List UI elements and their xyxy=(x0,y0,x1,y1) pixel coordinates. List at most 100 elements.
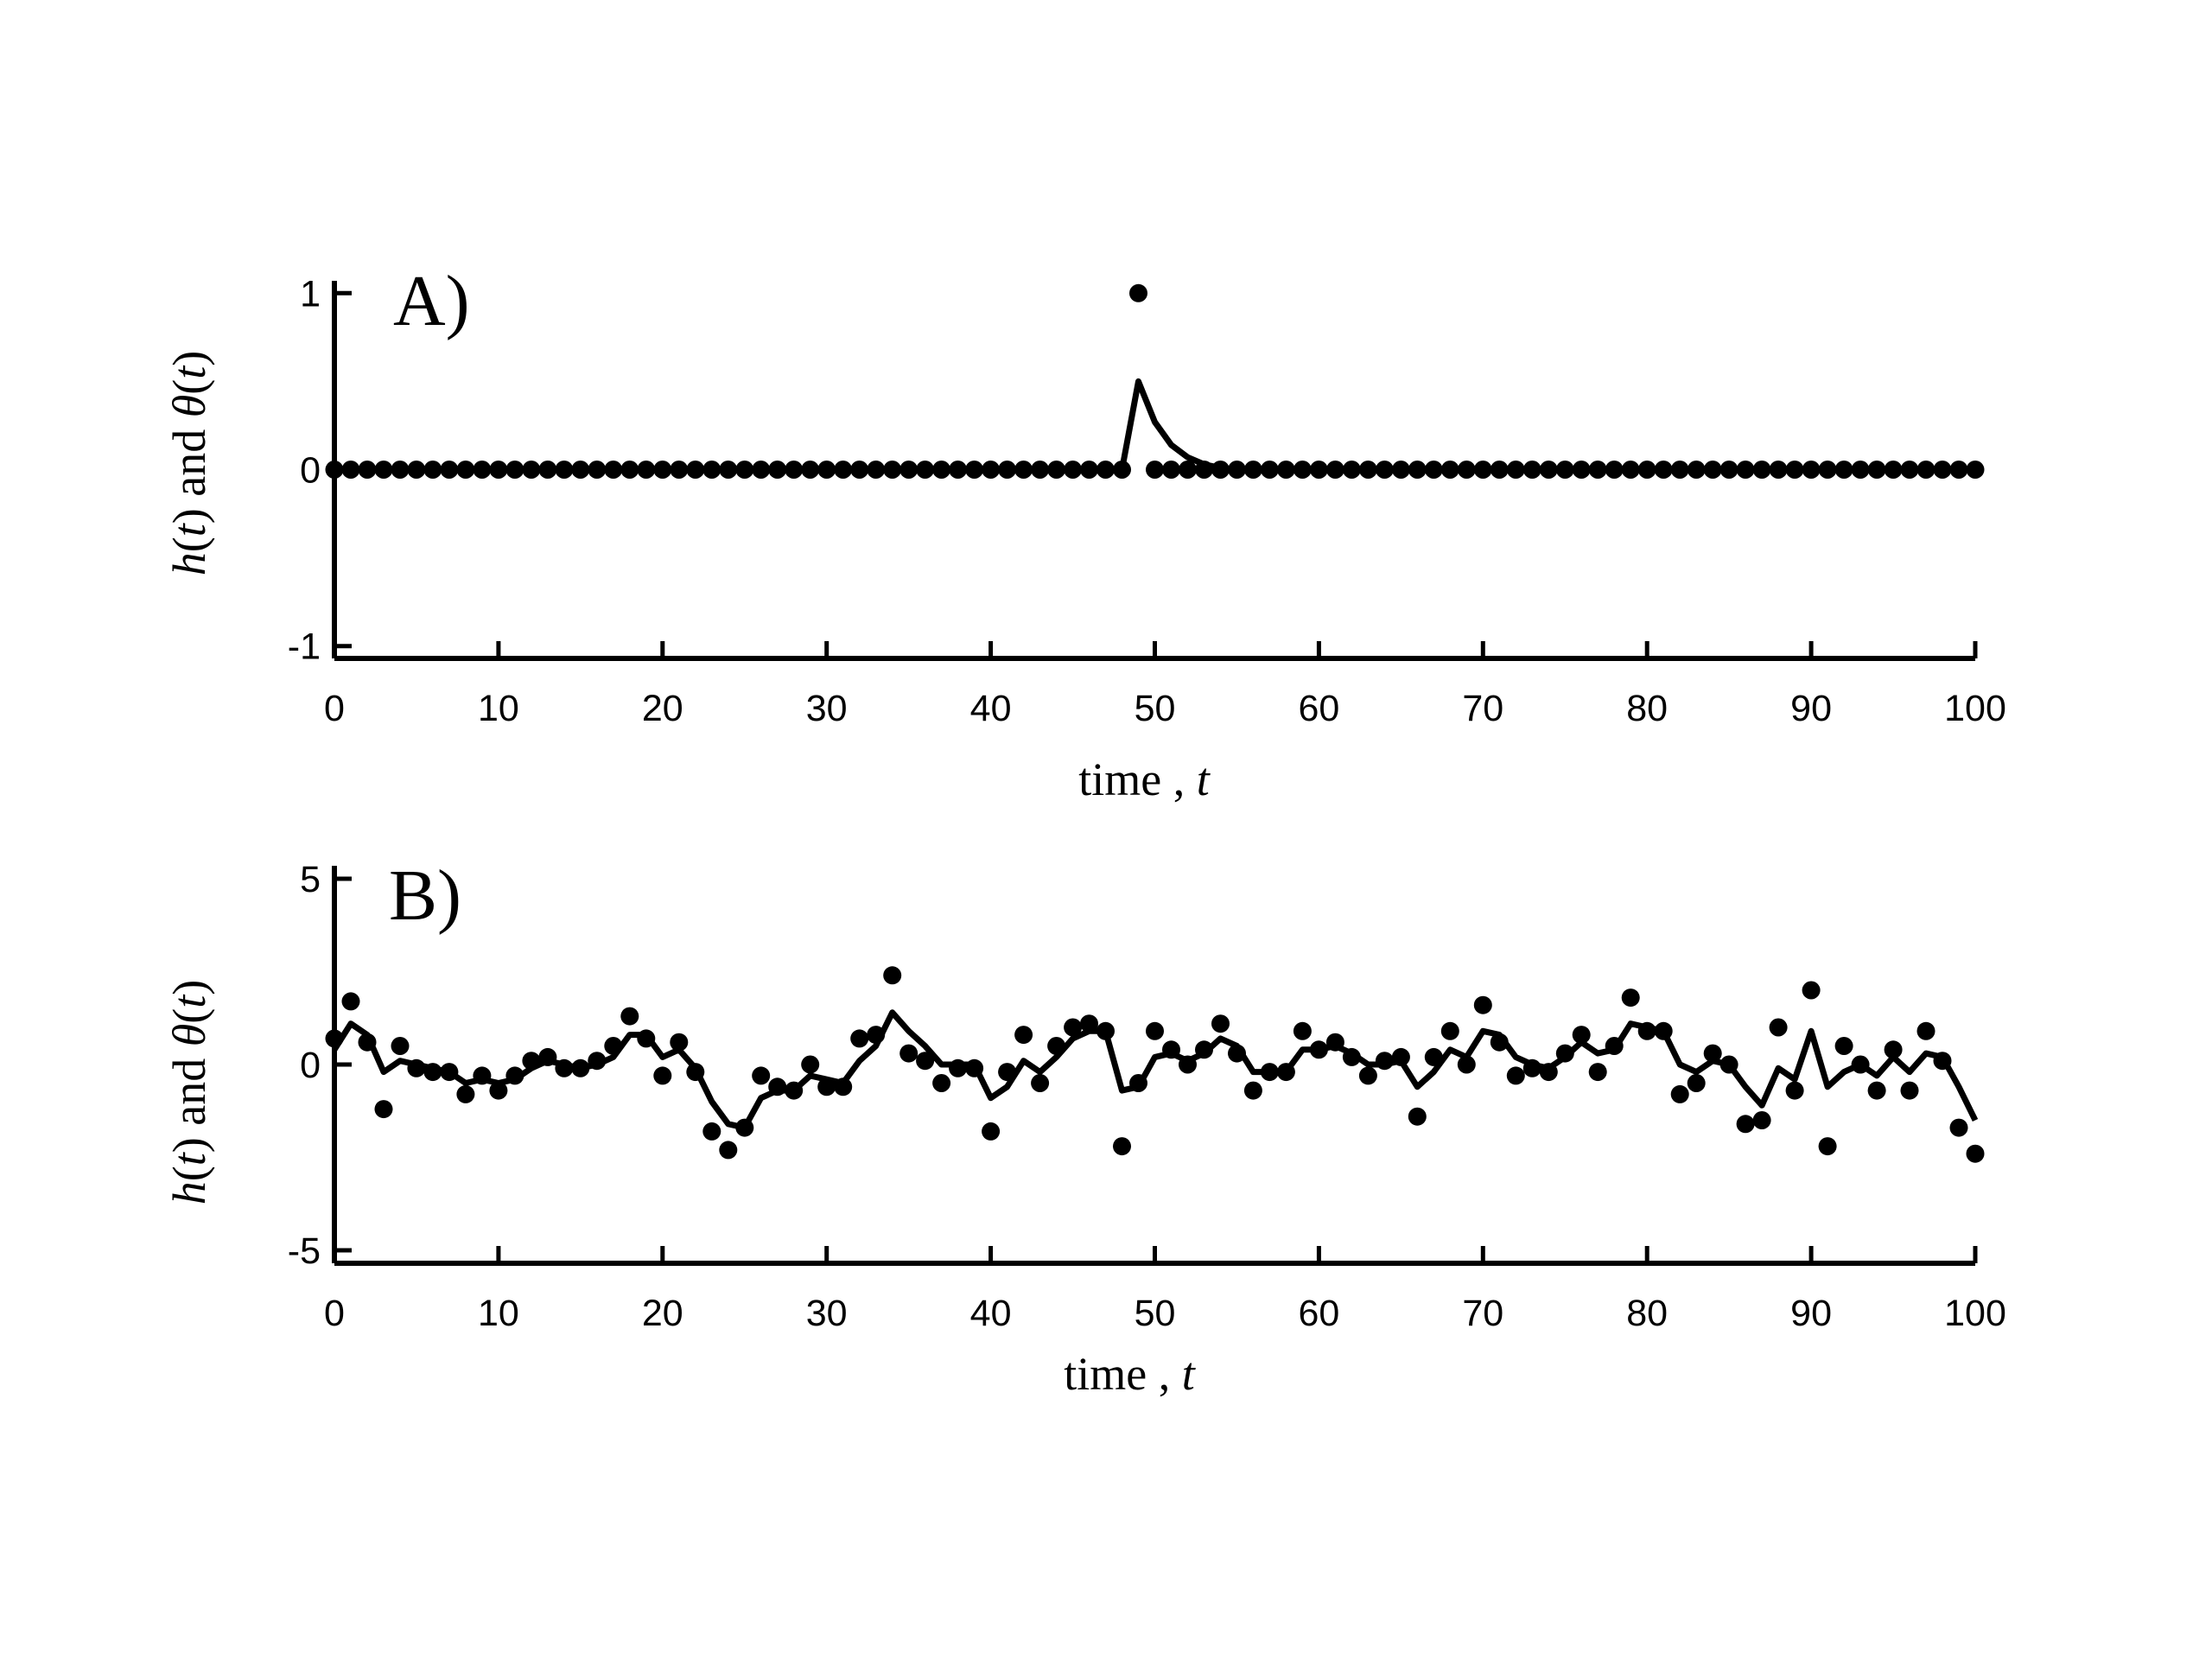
data-point xyxy=(473,1066,492,1085)
data-point xyxy=(702,1122,721,1141)
data-point xyxy=(1834,1037,1853,1055)
data-point xyxy=(1080,461,1098,479)
series-line xyxy=(332,1009,1979,1131)
data-point xyxy=(867,461,886,479)
x-tick-label: 40 xyxy=(970,688,1012,729)
data-point xyxy=(1293,1021,1312,1040)
data-point xyxy=(1457,461,1476,479)
x-tick-label: 30 xyxy=(806,1293,848,1334)
data-point xyxy=(670,1033,689,1052)
label-variable: θ xyxy=(163,1024,215,1047)
data-point xyxy=(1228,1044,1246,1063)
data-point xyxy=(1490,1033,1509,1052)
data-point xyxy=(982,1122,1001,1141)
data-point xyxy=(341,461,360,479)
label-text: ( xyxy=(163,379,215,395)
data-point xyxy=(1080,1014,1098,1033)
series-line xyxy=(334,378,1975,473)
data-point xyxy=(1555,461,1574,479)
data-point xyxy=(1243,461,1262,479)
data-point xyxy=(949,461,968,479)
data-point xyxy=(637,1029,656,1048)
data-point xyxy=(1179,1055,1197,1074)
data-point xyxy=(1769,1018,1788,1037)
data-point xyxy=(850,461,869,479)
data-point xyxy=(1031,461,1050,479)
data-point xyxy=(1457,1055,1476,1074)
data-point xyxy=(407,1058,426,1077)
label-variable: t xyxy=(1197,753,1211,805)
y-tick-label: 1 xyxy=(300,273,321,315)
data-point xyxy=(1424,461,1443,479)
data-point xyxy=(1703,461,1722,479)
data-point xyxy=(1096,1021,1115,1040)
data-point xyxy=(867,1026,886,1045)
data-point xyxy=(1260,1063,1279,1082)
data-point xyxy=(1064,461,1083,479)
data-point xyxy=(1276,461,1295,479)
data-point xyxy=(1539,1063,1558,1082)
data-point xyxy=(620,461,639,479)
panel-b-chart: B) 0 10 20 30 40 50 60 70 80 90 100-505 time , t h… xyxy=(163,855,2006,1400)
data-point xyxy=(358,461,377,479)
data-point xyxy=(1047,461,1066,479)
data-point xyxy=(1736,1115,1755,1134)
data-point xyxy=(440,1063,459,1082)
data-point xyxy=(785,1081,804,1100)
data-point xyxy=(1162,461,1180,479)
label-text: ( xyxy=(163,537,215,552)
data-point xyxy=(899,461,918,479)
data-point xyxy=(1539,461,1558,479)
data-point xyxy=(982,461,1001,479)
x-tick-label: 50 xyxy=(1135,688,1176,729)
data-point xyxy=(1129,283,1147,302)
panel-a-xlabel: time , t xyxy=(1078,753,1211,805)
data-point xyxy=(374,1100,393,1119)
y-tick-label: -1 xyxy=(288,626,321,668)
data-point xyxy=(965,1058,984,1077)
data-point xyxy=(1522,461,1541,479)
data-point xyxy=(1637,461,1656,479)
label-variable: t xyxy=(163,365,215,379)
data-point xyxy=(801,461,820,479)
data-point xyxy=(1375,461,1394,479)
data-point xyxy=(1473,995,1492,1014)
label-variable: t xyxy=(163,1151,215,1166)
data-point xyxy=(456,1084,475,1103)
data-point xyxy=(1276,1063,1295,1082)
data-point xyxy=(325,461,344,479)
x-tick-label: 30 xyxy=(806,688,848,729)
x-tick-label: 80 xyxy=(1626,688,1668,729)
x-tick-label: 40 xyxy=(970,1293,1012,1334)
label-variable: h xyxy=(163,1181,215,1205)
data-point xyxy=(1179,461,1197,479)
data-point xyxy=(883,966,902,985)
label-text: ) xyxy=(163,980,215,995)
data-point xyxy=(1440,1021,1459,1040)
data-point xyxy=(1933,461,1952,479)
data-point xyxy=(1621,461,1640,479)
data-point xyxy=(883,461,902,479)
data-point xyxy=(1916,1021,1936,1040)
data-point xyxy=(1703,1044,1722,1063)
data-point xyxy=(1490,461,1509,479)
data-point xyxy=(1309,461,1328,479)
x-tick-label: 50 xyxy=(1135,1293,1176,1334)
data-point xyxy=(686,1063,705,1082)
panel-a-axes: 0 10 20 30 40 50 60 70 80 90 100-101 xyxy=(288,273,2006,729)
data-point xyxy=(555,1058,574,1077)
data-point xyxy=(1325,1033,1344,1052)
label-text: ( xyxy=(163,1008,215,1024)
label-variable: t xyxy=(163,994,215,1008)
data-point xyxy=(1752,1111,1771,1129)
x-tick-label: 0 xyxy=(324,1293,345,1334)
data-point xyxy=(538,461,557,479)
data-point xyxy=(1506,1066,1525,1085)
data-point xyxy=(1146,461,1164,479)
data-point xyxy=(1195,461,1213,479)
data-point xyxy=(1818,461,1837,479)
data-point xyxy=(1884,461,1903,479)
data-point xyxy=(1736,461,1755,479)
label-text: time , xyxy=(1064,1348,1181,1400)
x-tick-label: 60 xyxy=(1298,688,1339,729)
